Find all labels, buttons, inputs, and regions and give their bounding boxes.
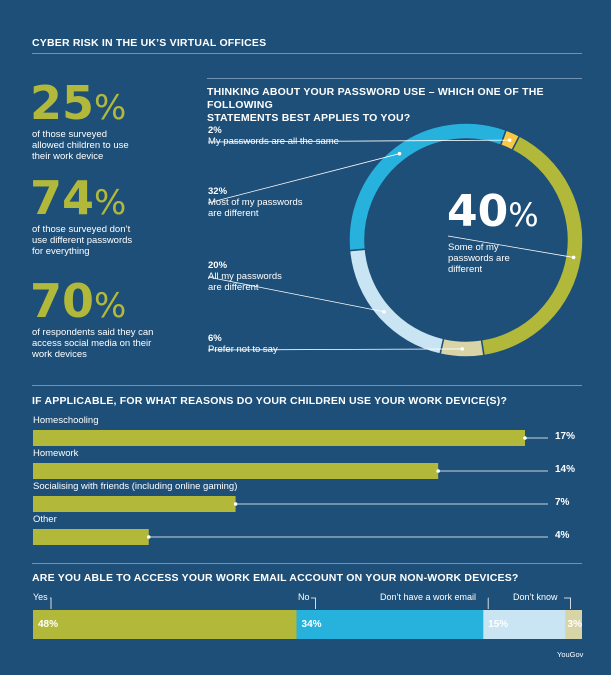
page-title: CYBER RISK IN THE UK’S VIRTUAL OFFICES xyxy=(32,37,267,49)
stat-value-1: 74% xyxy=(30,171,127,225)
donut-slice-4 xyxy=(348,122,507,252)
bar-leader-dot-0 xyxy=(523,436,527,440)
bar-leader-dot-3 xyxy=(146,535,151,539)
donut-title: THINKING ABOUT YOUR PASSWORD USE – WHICH… xyxy=(207,86,544,124)
title-rule xyxy=(32,53,582,54)
donut-leader-1 xyxy=(447,235,574,258)
bar-value-3: 4% xyxy=(555,530,570,541)
bars-title-rule xyxy=(32,385,582,386)
bar-category-3: Other xyxy=(33,514,57,525)
donut-label-2: 6% Prefer not to say xyxy=(208,333,278,355)
stack-category-3: Don’t know xyxy=(513,592,558,602)
bar-1 xyxy=(33,463,439,479)
stat-text-0: of those surveyed allowed children to use… xyxy=(32,129,129,162)
stat-value-2: 70% xyxy=(30,274,127,328)
bar-value-2: 7% xyxy=(555,497,570,508)
source-credit: YouGov xyxy=(557,650,584,659)
stack-category-2: Don’t have a work email xyxy=(380,592,477,602)
stack-category-1: No xyxy=(298,592,310,602)
donut-title-rule xyxy=(207,78,582,79)
stack-value-2: 15% xyxy=(488,619,509,630)
bar-3 xyxy=(33,529,149,545)
bars-title: IF APPLICABLE, FOR WHAT REASONS DO YOUR … xyxy=(32,395,508,407)
bar-value-1: 14% xyxy=(555,464,576,475)
bar-2 xyxy=(33,496,236,512)
stack-leader-0 xyxy=(50,597,52,609)
stack-seg-3 xyxy=(565,610,582,639)
donut-leader-0 xyxy=(207,139,510,143)
donut-leader-3 xyxy=(207,276,385,313)
stat-text-2: of respondents said they can access socia… xyxy=(32,327,154,360)
stack-category-0: Yes xyxy=(33,592,48,602)
bar-0 xyxy=(33,430,525,446)
donut-center-value: 40% xyxy=(447,186,539,237)
donut-leader-dot-0 xyxy=(507,138,512,142)
stack-leader-3 xyxy=(564,597,571,609)
bar-leader-dot-2 xyxy=(233,502,238,506)
stack-seg-1 xyxy=(296,610,484,639)
stack-value-1: 34% xyxy=(301,619,322,630)
stack-seg-2 xyxy=(483,610,566,639)
stack-value-0: 48% xyxy=(38,619,59,630)
donut-center-label: Some of my passwords are different xyxy=(448,242,510,275)
bar-category-2: Socialising with friends (including onli… xyxy=(33,481,238,492)
stack-value-3: 3% xyxy=(567,619,582,630)
donut-label-0: 2% My passwords are all the same xyxy=(208,125,339,147)
stat-text-1: of those surveyed don’t use different pas… xyxy=(32,224,133,257)
bar-category-0: Homeschooling xyxy=(33,415,99,426)
bar-leader-dot-1 xyxy=(436,469,440,473)
donut-leader-dot-1 xyxy=(571,255,576,260)
stack-leader-1 xyxy=(311,597,316,609)
donut-leader-dot-3 xyxy=(382,309,386,314)
donut-leader-dot-2 xyxy=(460,347,464,351)
bar-value-0: 17% xyxy=(555,431,576,442)
stat-value-0: 25% xyxy=(30,76,127,130)
email-title: ARE YOU ABLE TO ACCESS YOUR WORK EMAIL A… xyxy=(32,572,519,584)
donut-label-4: 32% Most of my passwords are different xyxy=(208,186,303,219)
donut-label-3: 20% All my passwords are different xyxy=(208,260,282,293)
bar-category-1: Homework xyxy=(33,448,79,459)
donut-leader-4 xyxy=(207,153,400,204)
email-title-rule xyxy=(32,563,582,564)
stack-seg-0 xyxy=(33,610,297,639)
donut-leader-2 xyxy=(207,348,463,351)
donut-leader-dot-4 xyxy=(397,151,402,156)
